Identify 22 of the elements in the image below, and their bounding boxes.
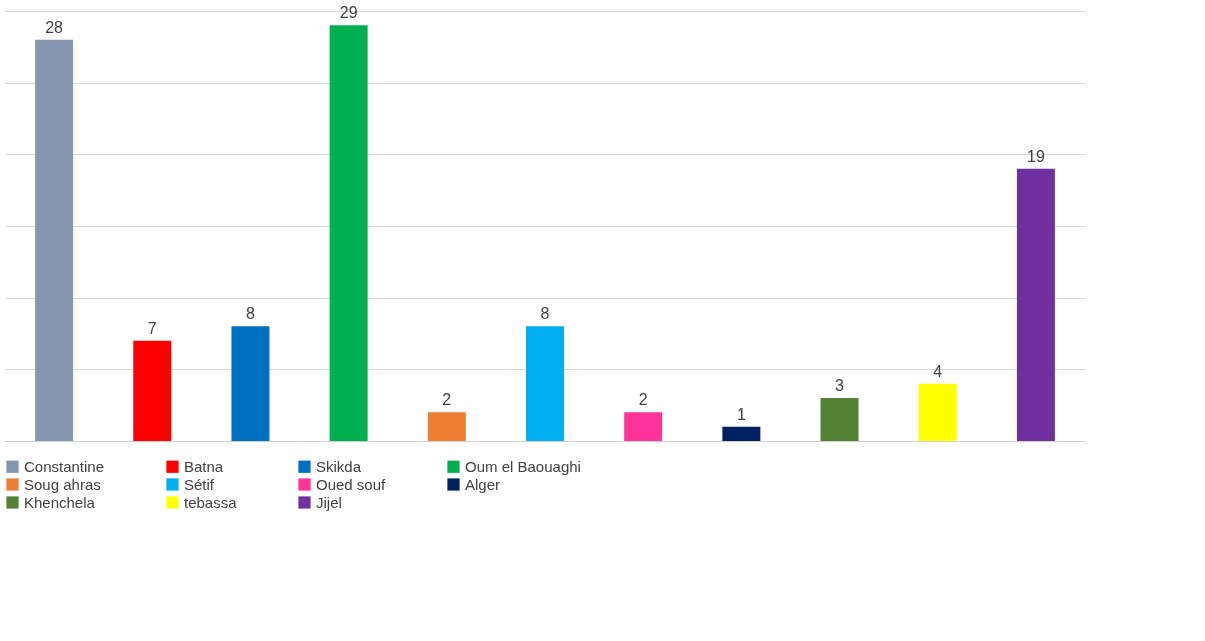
- data-label: 29: [339, 4, 358, 22]
- data-label: 7: [147, 319, 157, 337]
- legend-label: tebassa: [184, 493, 238, 511]
- legend-label: Oued souf: [316, 475, 387, 493]
- legend-label: Sétif: [184, 475, 215, 493]
- legend-label: Skikda: [316, 457, 362, 475]
- legend-label: Khenchela: [24, 493, 96, 511]
- data-label: 3: [835, 377, 845, 394]
- legend-label: Alger: [465, 475, 501, 493]
- data-label: 1: [736, 405, 746, 423]
- legend-label: Jijel: [316, 493, 342, 511]
- data-label: 8: [246, 305, 255, 323]
- data-label: 2: [638, 391, 648, 409]
- legend-label: Constantine: [24, 457, 105, 475]
- legend-label: Batna: [184, 457, 224, 475]
- data-label: 19: [1027, 147, 1045, 165]
- legend-label: Oum el Baouaghi: [465, 457, 581, 475]
- legend-label: Soug ahras: [24, 475, 101, 493]
- data-label: 2: [442, 391, 452, 409]
- data-label: 8: [540, 305, 550, 323]
- data-label: 28: [45, 18, 64, 36]
- data-label: 4: [933, 362, 943, 380]
